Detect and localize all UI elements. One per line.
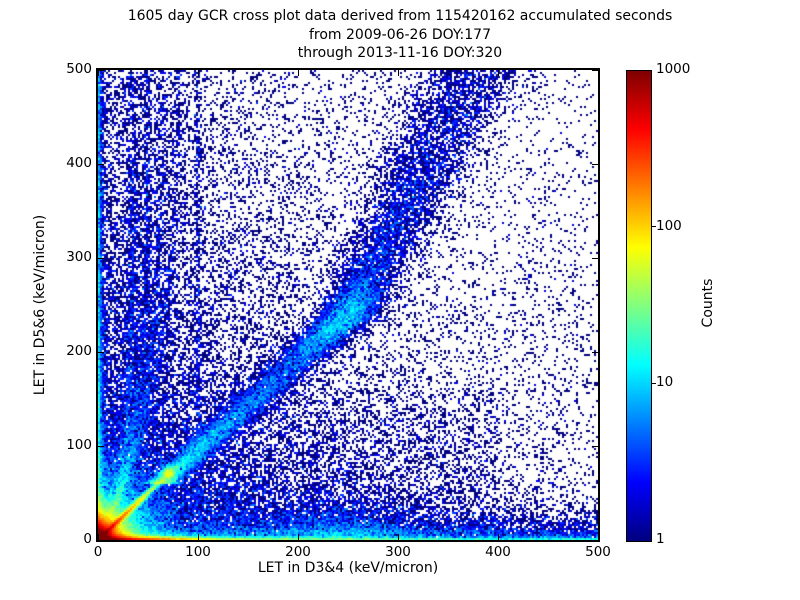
tick-mark — [592, 445, 598, 447]
x-tick-label: 300 — [385, 544, 411, 560]
tick-mark — [297, 534, 299, 540]
tick-mark — [197, 70, 199, 76]
colorbar-tick-label: 100 — [656, 217, 682, 234]
tick-mark — [97, 70, 99, 76]
tick-mark — [98, 69, 104, 71]
x-tick-label: 500 — [585, 544, 611, 560]
plot-area — [96, 68, 600, 542]
x-tick-label: 100 — [185, 544, 211, 560]
colorbar-tick-mark — [652, 382, 656, 384]
tick-mark — [497, 534, 499, 540]
tick-mark — [97, 534, 99, 540]
plot-title: 1605 day GCR cross plot data derived fro… — [127, 8, 673, 24]
tick-mark — [592, 257, 598, 259]
tick-mark — [592, 539, 598, 541]
y-tick-label: 300 — [66, 249, 92, 265]
y-tick-label: 200 — [66, 343, 92, 359]
y-axis-label: LET in D5&6 (keV/micron) — [32, 214, 48, 396]
colorbar-tick-label: 1000 — [656, 61, 691, 77]
tick-mark — [592, 163, 598, 165]
colorbar-tick-mark — [652, 226, 656, 228]
tick-mark — [397, 70, 399, 76]
tick-mark — [397, 534, 399, 540]
tick-mark — [98, 539, 104, 541]
tick-mark — [592, 69, 598, 71]
tick-mark — [98, 445, 104, 447]
x-tick-label: 0 — [93, 544, 103, 560]
tick-mark — [497, 70, 499, 76]
y-tick-label: 100 — [66, 437, 92, 453]
x-tick-label: 400 — [485, 544, 511, 560]
x-axis-label: LET in D3&4 (keV/micron) — [257, 560, 439, 576]
plot-subtitle-through: through 2013-11-16 DOY:320 — [297, 45, 503, 61]
tick-mark — [597, 70, 599, 76]
plot-subtitle-from: from 2009-06-26 DOY:177 — [308, 27, 491, 43]
tick-mark — [98, 351, 104, 353]
y-tick-label: 0 — [83, 531, 92, 547]
colorbar — [626, 70, 652, 542]
tick-mark — [98, 257, 104, 259]
y-tick-label: 500 — [66, 61, 92, 77]
x-tick-label: 200 — [285, 544, 311, 560]
colorbar-label: Counts — [700, 278, 716, 328]
tick-mark — [197, 534, 199, 540]
tick-mark — [98, 163, 104, 165]
colorbar-tick-label: 10 — [656, 374, 674, 391]
scatter-canvas — [98, 70, 598, 540]
tick-mark — [597, 534, 599, 540]
tick-mark — [297, 70, 299, 76]
tick-mark — [592, 351, 598, 353]
colorbar-tick-label: 1 — [656, 531, 665, 547]
y-tick-label: 400 — [66, 155, 92, 171]
